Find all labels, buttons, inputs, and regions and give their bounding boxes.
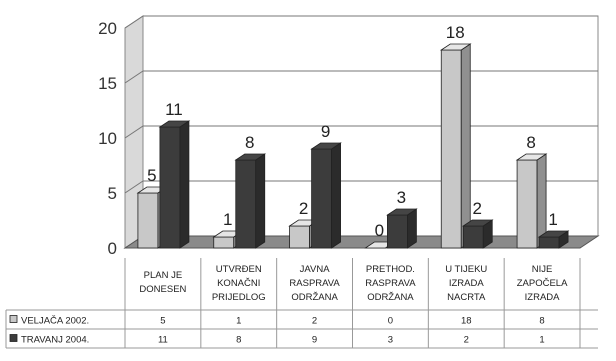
bar-top <box>515 153 548 161</box>
bar <box>213 236 235 249</box>
category-label: IZRADA <box>525 292 561 303</box>
bar <box>538 236 560 249</box>
bar <box>289 225 310 249</box>
category-label: KONAČNI <box>217 278 260 289</box>
bar-top <box>439 43 472 51</box>
y-tick-label: 0 <box>108 239 117 258</box>
data-label: 18 <box>446 23 465 42</box>
bar-top <box>158 120 191 128</box>
bar <box>516 159 538 249</box>
category-label: PLAN JE <box>144 270 183 281</box>
data-label: 8 <box>245 133 254 152</box>
table-cell: 1 <box>539 335 544 346</box>
bar-side <box>255 153 266 249</box>
bar-top <box>537 230 570 238</box>
category-label: DONESEN <box>139 284 186 295</box>
table-cell: 2 <box>312 316 317 327</box>
y-axis: 0 5 10 15 20 <box>98 19 117 258</box>
category-label: PRETHOD. <box>366 264 415 275</box>
bar <box>387 214 408 249</box>
bar-top <box>310 142 342 150</box>
data-label: 1 <box>223 210 232 229</box>
category-label: ODRŽANA <box>367 292 414 303</box>
bar-top <box>234 153 267 161</box>
table-cell: 3 <box>388 335 393 346</box>
bar <box>159 126 181 249</box>
legend-label: VELJAČA 2002. <box>21 316 89 327</box>
category-label: NIJE <box>532 264 553 275</box>
table-cell: 8 <box>236 335 241 346</box>
table-cell: 0 <box>388 316 393 327</box>
data-label: 9 <box>321 122 330 141</box>
bar-top <box>386 208 418 216</box>
gridline <box>124 15 598 29</box>
table-cell: 1 <box>236 316 241 327</box>
data-label: 2 <box>473 199 482 218</box>
bar <box>462 225 484 249</box>
table-cell: 2 <box>464 335 469 346</box>
table-cell: 5 <box>160 316 165 327</box>
category-label: IZRADA <box>449 278 485 289</box>
table-cell: 18 <box>461 316 472 327</box>
bar-top <box>461 219 494 227</box>
table-cell: 8 <box>539 316 544 327</box>
bar <box>235 159 257 249</box>
table-cell: 9 <box>312 335 317 346</box>
table-cell: 11 <box>158 335 168 346</box>
bar-side <box>407 208 417 249</box>
y-tick-label: 15 <box>98 74 117 93</box>
legend-swatch <box>9 315 18 323</box>
bar <box>311 148 332 249</box>
y-tick-label: 10 <box>98 129 117 148</box>
data-label: 0 <box>375 221 384 240</box>
category-label: UTVRĐEN <box>216 264 262 275</box>
data-label: 2 <box>299 199 308 218</box>
category-label: JAVNA <box>300 264 331 275</box>
category-label: PRIJEDLOG <box>212 292 266 303</box>
category-label: ODRŽANA <box>291 292 338 303</box>
data-label: 1 <box>548 210 557 229</box>
y-tick-label: 20 <box>98 19 117 38</box>
data-label: 11 <box>165 100 183 119</box>
y-tick-label: 5 <box>108 184 117 203</box>
bar <box>137 192 159 249</box>
category-label: U TIJEKU <box>445 264 487 275</box>
category-label: NACRTA <box>447 292 486 303</box>
bar <box>440 49 462 249</box>
bar-side <box>179 120 190 249</box>
category-label: RASPRAVA <box>289 278 340 289</box>
bar-side <box>331 142 341 249</box>
chart-bars <box>136 43 570 249</box>
legend-label: TRAVANJ 2004. <box>21 335 89 346</box>
data-label: 8 <box>526 133 535 152</box>
category-label: ZAPOČELA <box>517 278 568 289</box>
category-label: RASPRAVA <box>365 278 416 289</box>
data-label: 3 <box>397 188 406 207</box>
bar-side <box>460 43 471 249</box>
data-label: 5 <box>147 166 156 185</box>
data-table: PLAN JE DONESEN UTVRĐEN KONAČNI PRIJEDLOG JAV… <box>5 258 598 349</box>
legend-swatch <box>9 334 18 342</box>
